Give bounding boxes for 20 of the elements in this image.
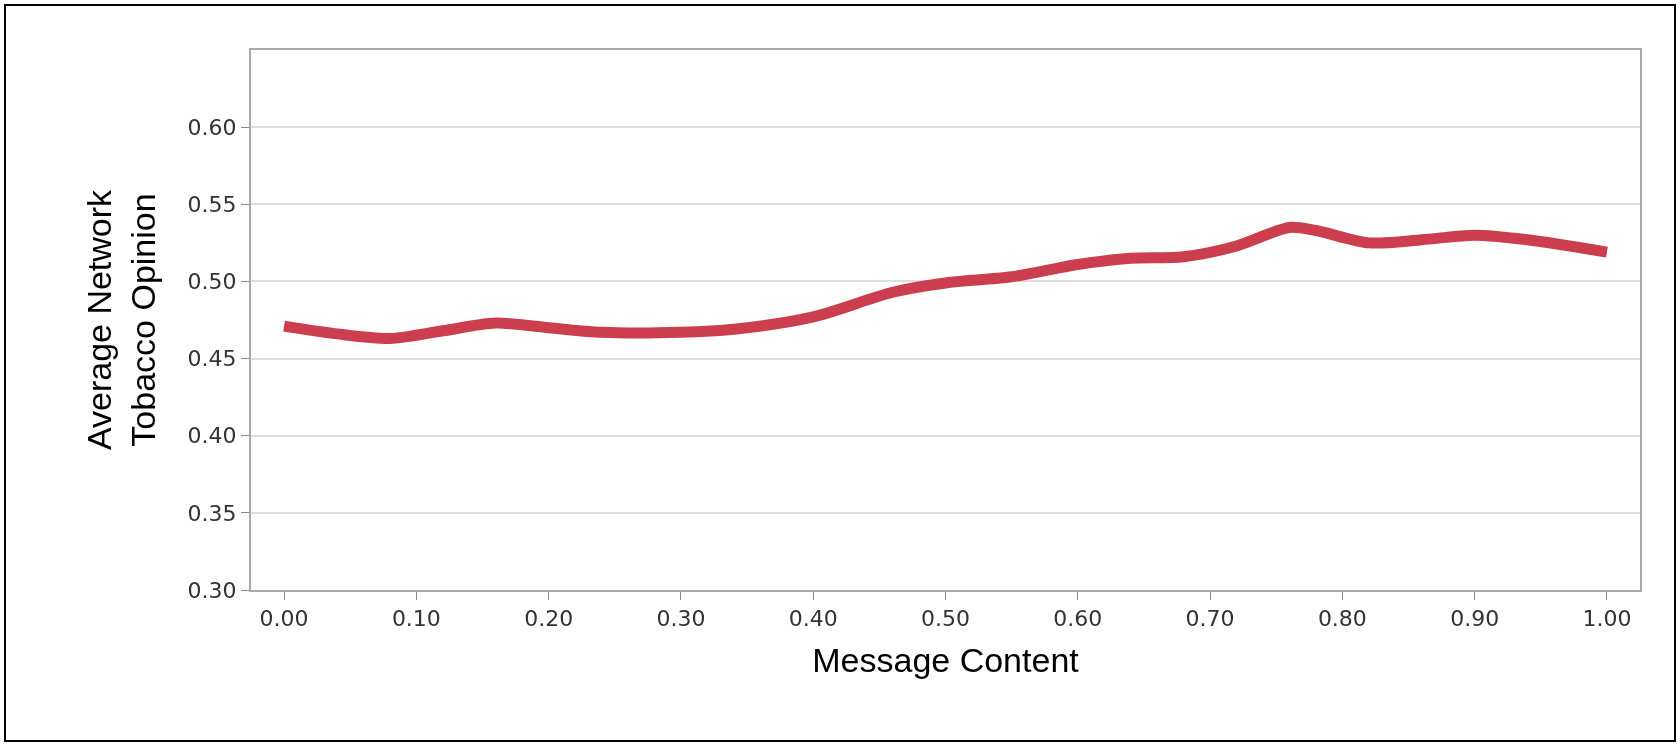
y-tick-label: 0.30 — [187, 577, 237, 603]
x-axis-title: Message Content — [812, 641, 1080, 680]
x-tick-label: 0.90 — [1450, 606, 1500, 632]
x-tick-label: 0.10 — [391, 606, 441, 632]
x-tick-label: 0.80 — [1317, 606, 1367, 632]
y-tick-label: 0.35 — [187, 500, 237, 526]
x-tick-label: 0.40 — [788, 606, 838, 632]
x-tick-label: 0.20 — [524, 606, 574, 632]
y-tick-label: 0.55 — [187, 191, 237, 217]
x-tick-label: 0.60 — [1053, 606, 1103, 632]
x-tick-label: 0.70 — [1185, 606, 1235, 632]
y-tick-label: 0.50 — [187, 269, 237, 295]
y-tick-label: 0.45 — [187, 346, 237, 372]
x-tick-label: 0.30 — [656, 606, 706, 632]
y-tick-label: 0.60 — [187, 114, 237, 140]
y-tick-label: 0.40 — [187, 423, 237, 449]
x-tick-label: 1.00 — [1582, 606, 1632, 632]
x-tick-label: 0.50 — [921, 606, 970, 632]
x-tick-label: 0.00 — [259, 606, 309, 632]
y-axis-title: Average Network Tobacco Opinion — [79, 188, 162, 451]
